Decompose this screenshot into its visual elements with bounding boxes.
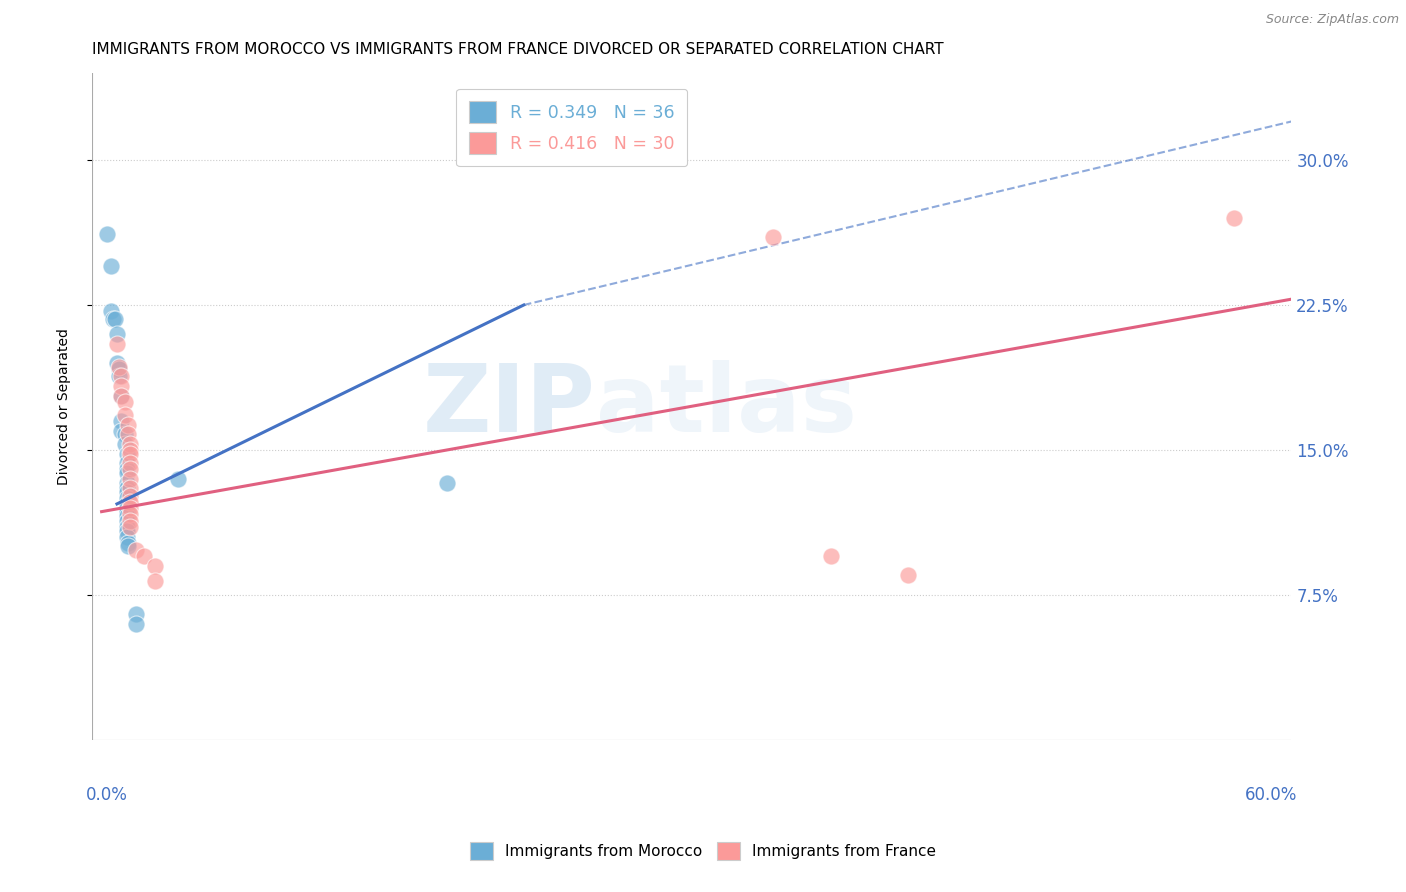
Point bbox=[436, 475, 458, 490]
Point bbox=[125, 607, 148, 621]
Point bbox=[110, 379, 132, 393]
Point bbox=[105, 336, 128, 351]
Point bbox=[143, 574, 166, 589]
Point bbox=[96, 227, 118, 241]
Point bbox=[100, 260, 122, 274]
Point bbox=[896, 568, 918, 582]
Point bbox=[108, 369, 131, 384]
Point bbox=[115, 508, 138, 523]
Point bbox=[120, 489, 142, 503]
Point bbox=[120, 500, 142, 515]
Legend: R = 0.349   N = 36, R = 0.416   N = 30: R = 0.349 N = 36, R = 0.416 N = 30 bbox=[457, 88, 688, 166]
Point bbox=[115, 505, 138, 519]
Point bbox=[120, 462, 142, 476]
Point bbox=[115, 500, 138, 515]
Text: 0.0%: 0.0% bbox=[86, 786, 128, 805]
Legend: Immigrants from Morocco, Immigrants from France: Immigrants from Morocco, Immigrants from… bbox=[464, 836, 942, 866]
Point bbox=[117, 427, 139, 442]
Point bbox=[762, 230, 785, 244]
Point bbox=[101, 311, 124, 326]
Point bbox=[115, 462, 138, 476]
Point bbox=[120, 495, 142, 509]
Point bbox=[120, 472, 142, 486]
Point bbox=[117, 535, 139, 549]
Point bbox=[117, 417, 139, 432]
Point bbox=[125, 616, 148, 631]
Point bbox=[115, 530, 138, 544]
Point bbox=[120, 514, 142, 528]
Point bbox=[120, 507, 142, 521]
Text: atlas: atlas bbox=[596, 360, 856, 452]
Point bbox=[110, 369, 132, 384]
Point bbox=[115, 491, 138, 505]
Point bbox=[114, 394, 136, 409]
Point bbox=[114, 408, 136, 422]
Text: IMMIGRANTS FROM MOROCCO VS IMMIGRANTS FROM FRANCE DIVORCED OR SEPARATED CORRELAT: IMMIGRANTS FROM MOROCCO VS IMMIGRANTS FR… bbox=[91, 42, 943, 57]
Point bbox=[1223, 211, 1246, 225]
Point bbox=[105, 326, 128, 341]
Point bbox=[820, 549, 842, 563]
Point bbox=[115, 456, 138, 470]
Text: ZIP: ZIP bbox=[423, 360, 596, 452]
Point bbox=[104, 311, 127, 326]
Point bbox=[115, 466, 138, 480]
Point bbox=[105, 356, 128, 370]
Point bbox=[115, 497, 138, 511]
Point bbox=[114, 437, 136, 451]
Point bbox=[117, 540, 139, 554]
Point bbox=[120, 442, 142, 457]
Point bbox=[120, 437, 142, 451]
Text: 60.0%: 60.0% bbox=[1244, 786, 1298, 805]
Point bbox=[120, 520, 142, 534]
Point bbox=[110, 424, 132, 438]
Point bbox=[114, 427, 136, 442]
Point bbox=[110, 414, 132, 428]
Point bbox=[143, 558, 166, 573]
Point bbox=[115, 524, 138, 538]
Point bbox=[100, 303, 122, 318]
Y-axis label: Divorced or Separated: Divorced or Separated bbox=[58, 328, 72, 485]
Point bbox=[132, 549, 155, 563]
Point bbox=[115, 482, 138, 496]
Point bbox=[110, 389, 132, 403]
Point bbox=[120, 482, 142, 496]
Point bbox=[120, 456, 142, 470]
Point bbox=[115, 475, 138, 490]
Point bbox=[108, 361, 131, 376]
Point bbox=[108, 359, 131, 374]
Point bbox=[110, 389, 132, 403]
Point bbox=[115, 447, 138, 461]
Point bbox=[115, 485, 138, 500]
Point bbox=[125, 543, 148, 558]
Point bbox=[115, 520, 138, 534]
Text: Source: ZipAtlas.com: Source: ZipAtlas.com bbox=[1265, 13, 1399, 27]
Point bbox=[120, 447, 142, 461]
Point bbox=[167, 472, 190, 486]
Point bbox=[115, 514, 138, 528]
